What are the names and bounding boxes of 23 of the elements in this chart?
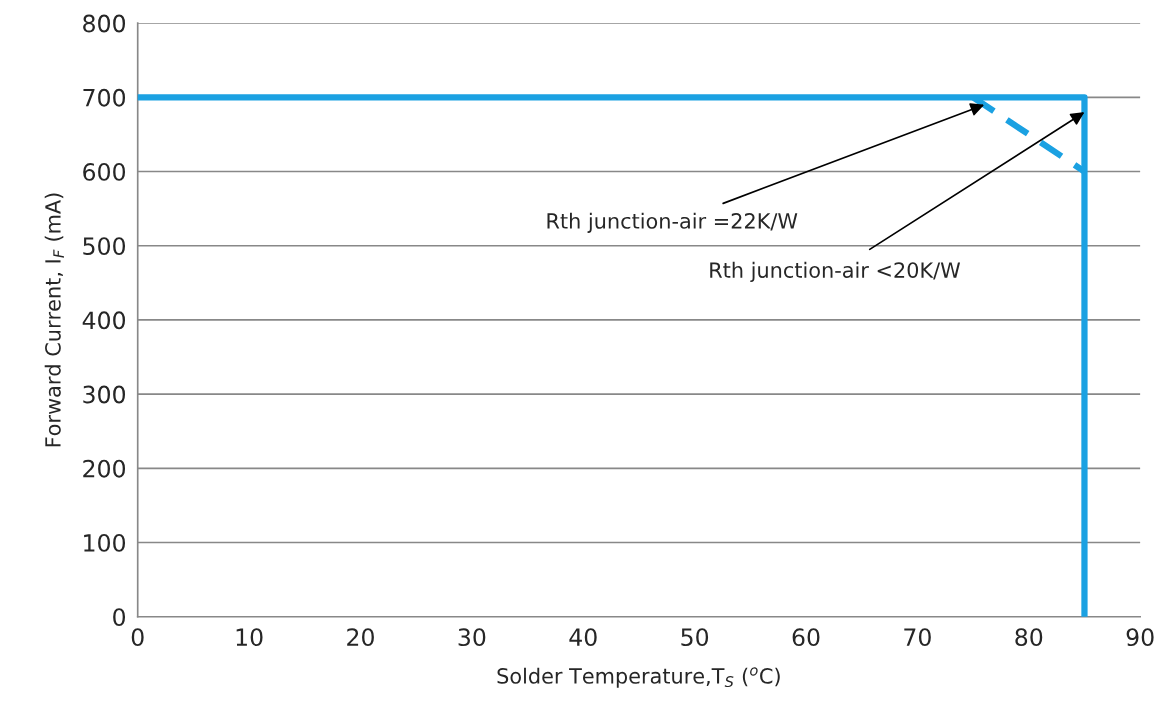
x-axis-title: Solder Temperature,T$_{S}$ ($^{o}$C): [497, 667, 780, 688]
x-tick-label: 80: [1015, 628, 1043, 647]
y-tick-label: 300: [83, 385, 126, 404]
x-tick-label: 30: [458, 628, 486, 647]
x-tick-label: 70: [904, 628, 931, 647]
x-tick-label: 50: [681, 628, 709, 647]
y-axis-title: Forward Current, I$_{F}$ (mA): [44, 193, 64, 447]
x-tick-label: 60: [792, 628, 820, 647]
y-tick-label: 800: [83, 14, 126, 33]
y-tick-label: 700: [83, 88, 126, 107]
annotation: Rth junction-air =22K/W: [547, 212, 798, 233]
y-tick-label: 400: [82, 311, 126, 330]
x-tick-label: 40: [569, 628, 597, 647]
annotation: Rth junction-air <20K/W: [710, 261, 961, 282]
y-tick-label: 200: [83, 459, 126, 478]
y-tick-label: 600: [83, 162, 126, 181]
x-tick-label: 90: [1126, 628, 1154, 647]
y-tick-label: 100: [84, 533, 126, 552]
x-tick-label: 20: [347, 628, 374, 647]
y-tick-label: 500: [83, 237, 126, 256]
x-tick-label: 0: [131, 628, 144, 647]
y-tick-label: 0: [113, 608, 126, 627]
x-tick-label: 10: [236, 628, 263, 647]
